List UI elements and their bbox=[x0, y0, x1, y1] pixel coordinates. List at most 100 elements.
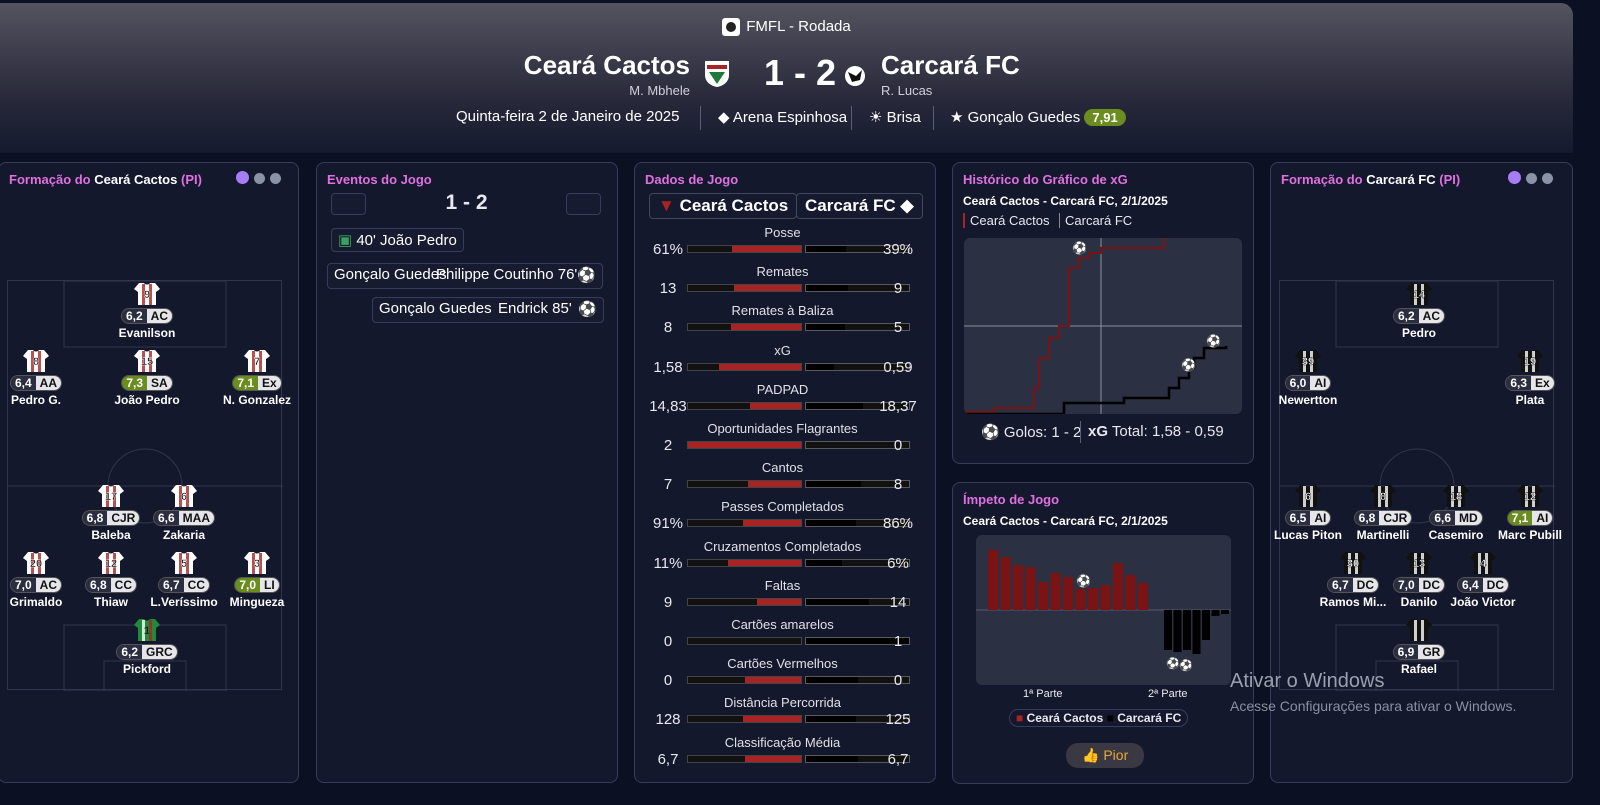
stat-name: Cantos bbox=[761, 460, 804, 476]
player-card[interactable]: 7 7,1 Ex N. Gonzalez bbox=[217, 348, 297, 407]
stat-name: Remates à Baliza bbox=[731, 303, 834, 319]
shirt-icon: 39 bbox=[1295, 348, 1321, 374]
player-card[interactable]: 13 7,0 DC Danilo bbox=[1379, 550, 1459, 609]
player-of-match[interactable]: ★ Gonçalo Guedes 7,91 bbox=[950, 108, 1126, 126]
xg-legend-home[interactable]: Ceará Cactos bbox=[963, 213, 1049, 228]
rating-badge: 6,2 AC bbox=[1392, 308, 1446, 324]
page-dot[interactable] bbox=[1526, 173, 1537, 184]
momentum-title: Ímpeto de Jogo bbox=[963, 492, 1060, 507]
rating-badge: 6,7 CC bbox=[157, 577, 211, 593]
stat-name: Passes Completados bbox=[721, 499, 844, 515]
player-card[interactable]: 5 6,7 CC L.Veríssimo bbox=[144, 550, 224, 609]
player-card[interactable]: 4 6,4 DC João Victor bbox=[1443, 550, 1523, 609]
away-team-tab[interactable]: Carcará FC ◆ bbox=[796, 193, 923, 219]
player-position: AC bbox=[1418, 309, 1445, 323]
away-coach[interactable]: R. Lucas bbox=[881, 83, 933, 98]
player-card[interactable]: 12 7,1 AI Marc Pubill bbox=[1490, 483, 1570, 542]
player-card[interactable]: 18 6,6 MD Casemiro bbox=[1416, 483, 1496, 542]
player-position: GRC bbox=[142, 645, 177, 659]
goal-event[interactable]: Gonçalo Guedes Endrick 85' ⚽ bbox=[372, 297, 604, 323]
player-card[interactable]: 39 6,0 AI Newertton bbox=[1268, 348, 1348, 407]
momentum-bar-away bbox=[1183, 610, 1191, 650]
player-name: Evanilson bbox=[118, 326, 176, 340]
player-name: Pedro bbox=[1401, 326, 1436, 340]
xg-label: xG bbox=[1088, 423, 1109, 440]
stat-away-value: 14 bbox=[889, 593, 907, 611]
goals-label: Golos: 1 - 2 bbox=[1003, 424, 1082, 441]
shirt-icon: 3 bbox=[244, 550, 270, 576]
page-dot[interactable] bbox=[254, 173, 265, 184]
player-card[interactable]: 6 6,5 AI Lucas Piton bbox=[1268, 483, 1348, 542]
stat-home-bar bbox=[687, 519, 802, 528]
player-card[interactable]: 6 6,6 MAA Zakaria bbox=[144, 483, 224, 542]
worse-button[interactable]: 👍 Pior bbox=[1066, 743, 1145, 768]
shirt-icon: 18 bbox=[1443, 483, 1469, 509]
away-crest-icon: ◆ bbox=[895, 196, 914, 215]
player-card[interactable]: 8 6,8 CJR Martinelli bbox=[1343, 483, 1423, 542]
svg-text:20: 20 bbox=[30, 558, 42, 570]
player-card[interactable]: 1 6,2 GRC Pickford bbox=[107, 617, 187, 676]
competition-logo-icon bbox=[722, 18, 741, 37]
home-team-name[interactable]: Ceará Cactos bbox=[523, 50, 690, 80]
away-team-label: Carcará FC bbox=[805, 196, 896, 215]
page-dot[interactable] bbox=[1542, 173, 1553, 184]
home-team-label: Ceará Cactos bbox=[679, 196, 789, 215]
shirt-icon: 13 bbox=[1406, 550, 1432, 576]
xg-legend-away[interactable]: Carcará FC bbox=[1059, 213, 1132, 228]
stadium-name: Arena Espinhosa bbox=[732, 109, 848, 126]
page-dot-active[interactable] bbox=[1508, 171, 1521, 184]
away-team-name[interactable]: Carcará FC bbox=[881, 50, 1020, 80]
goal-event[interactable]: ▣ 40' João Pedro bbox=[331, 228, 464, 252]
home-team-tab[interactable]: ▼ Ceará Cactos bbox=[649, 193, 798, 219]
momentum-bar-home bbox=[1125, 575, 1136, 610]
player-card[interactable]: 15 7,3 SA João Pedro bbox=[107, 348, 187, 407]
stat-away-value: 5 bbox=[893, 319, 903, 337]
player-card[interactable]: 3 7,0 LI Mingueza bbox=[217, 550, 297, 609]
player-rating: 6,0 bbox=[1285, 376, 1311, 390]
stadium-info: ◆ Arena Espinhosa bbox=[718, 108, 847, 126]
svg-text:6: 6 bbox=[181, 491, 187, 503]
shirt-icon: 1 bbox=[134, 617, 160, 643]
stat-home-bar bbox=[687, 401, 802, 410]
momentum-bar-home bbox=[1138, 583, 1148, 610]
weather-info: ☀ Brisa bbox=[869, 108, 921, 126]
lineup-page-dots[interactable] bbox=[1503, 171, 1553, 189]
shirt-icon: 4 bbox=[1470, 550, 1496, 576]
rating-badge: 6,7 DC bbox=[1326, 577, 1380, 593]
stat-away-value: 9 bbox=[893, 280, 903, 298]
player-card[interactable]: 19 6,3 Ex Plata bbox=[1490, 348, 1570, 407]
svg-text:7: 7 bbox=[254, 356, 260, 368]
shirt-icon: 30 bbox=[1340, 550, 1366, 576]
rating-badge: 7,0 AC bbox=[9, 577, 63, 593]
player-card[interactable]: 20 7,0 AC Grimaldo bbox=[0, 550, 76, 609]
player-card[interactable]: 30 6,7 DC Ramos Mi... bbox=[1313, 550, 1393, 609]
home-coach[interactable]: M. Mbhele bbox=[629, 83, 690, 98]
page-dot-active[interactable] bbox=[236, 171, 249, 184]
page-dot[interactable] bbox=[270, 173, 281, 184]
player-position: AC bbox=[35, 578, 62, 592]
momentum-bar-away bbox=[1202, 610, 1210, 640]
player-card[interactable]: 14 6,2 AC Pedro bbox=[1379, 281, 1459, 340]
goal-event[interactable]: Gonçalo Guedes Philippe Coutinho 76' ⚽ bbox=[327, 263, 603, 289]
rating-badge: 7,0 LI bbox=[234, 577, 280, 593]
stats-title: Dados de Jogo bbox=[645, 172, 739, 187]
player-card[interactable]: 6,9 GR Rafael bbox=[1379, 617, 1459, 676]
player-card[interactable]: 12 6,8 CC Thiaw bbox=[71, 550, 151, 609]
stat-away-bar bbox=[805, 362, 910, 371]
momentum-bar-away bbox=[1192, 610, 1201, 654]
player-card[interactable]: 9 6,2 AC Evanilson bbox=[107, 281, 187, 340]
divider bbox=[933, 106, 934, 130]
player-rating: 7,0 bbox=[10, 578, 36, 592]
event-text: Philippe Coutinho 76' bbox=[436, 266, 578, 283]
stat-away-bar bbox=[805, 676, 910, 685]
player-card[interactable]: 8 6,4 AA Pedro G. bbox=[0, 348, 76, 407]
momentum-bar-home bbox=[1025, 567, 1036, 610]
player-name: N. Gonzalez bbox=[222, 393, 291, 407]
lineup-page-dots[interactable] bbox=[231, 171, 281, 189]
stat-home-value: 2 bbox=[663, 437, 673, 454]
goal-ball-icon: ⚽ bbox=[1178, 659, 1193, 672]
player-card[interactable]: 17 6,8 CJR Baleba bbox=[71, 483, 151, 542]
player-rating: 6,8 bbox=[82, 511, 108, 525]
player-name: Newertton bbox=[1278, 393, 1338, 407]
stat-home-value: 128 bbox=[655, 711, 681, 729]
